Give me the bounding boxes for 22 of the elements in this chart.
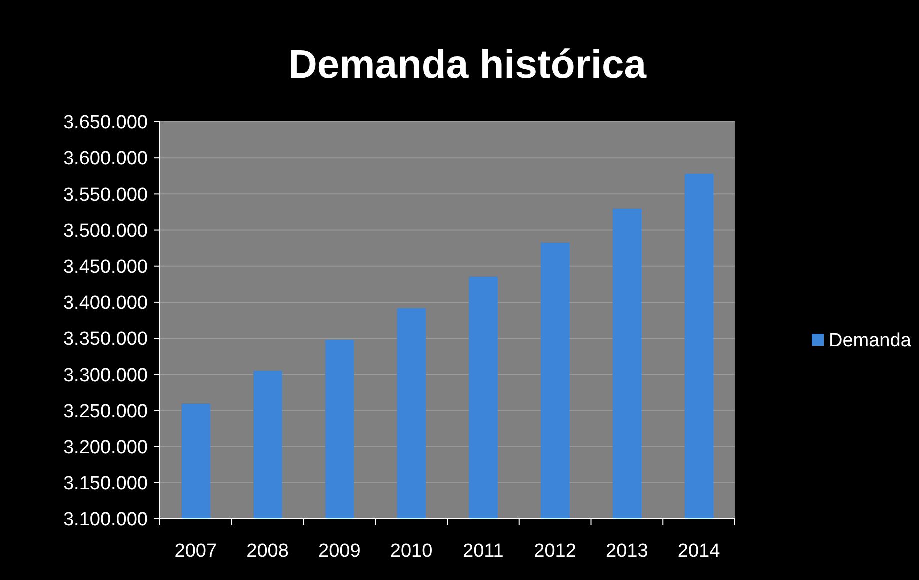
y-tick-label: 3.550.000 [63, 184, 148, 206]
x-tick-label: 2012 [534, 541, 576, 562]
y-tick-label: 3.350.000 [63, 329, 148, 350]
y-tick-label: 3.150.000 [63, 474, 148, 495]
y-tick-label: 3.500.000 [63, 220, 148, 242]
y-tick-label: 3.100.000 [63, 510, 148, 531]
y-tick-label: 3.450.000 [63, 257, 148, 278]
y-tick-label: 3.650.000 [63, 112, 148, 134]
x-tick-label: 2007 [174, 541, 218, 562]
x-tick-label: 2010 [390, 541, 433, 562]
chart-title: Demanda histórica [288, 43, 648, 87]
x-tick-label: 2009 [318, 541, 361, 562]
y-tick-label: 3.300.000 [63, 365, 148, 386]
y-tick-label: 3.400.000 [63, 293, 148, 314]
y-tick-label: 3.200.000 [63, 437, 148, 458]
y-tick-label: 3.250.000 [63, 401, 148, 422]
x-tick-label: 2014 [678, 541, 721, 562]
x-tick-label: 2011 [463, 541, 504, 562]
x-tick-label: 2013 [606, 541, 648, 562]
x-tick-label: 2008 [246, 541, 289, 562]
y-tick-label: 3.600.000 [63, 148, 148, 170]
legend-label: Demanda [829, 330, 912, 352]
